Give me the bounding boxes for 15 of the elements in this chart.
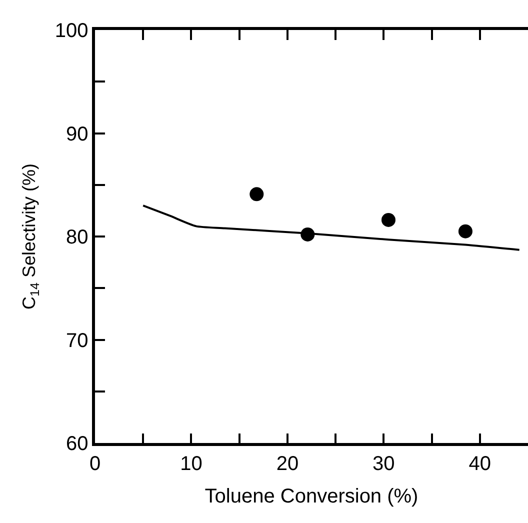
y-tick-label: 100 bbox=[54, 20, 88, 42]
y-tick-label: 60 bbox=[66, 433, 88, 455]
x-tick-label: 20 bbox=[276, 452, 299, 475]
y-tick-label: 80 bbox=[66, 226, 88, 248]
y-tick-label: 90 bbox=[66, 123, 88, 146]
x-tick-label: 40 bbox=[468, 452, 492, 475]
point bbox=[381, 212, 396, 227]
x-axis-title: Toluene Conversion (%) bbox=[204, 485, 418, 508]
point bbox=[250, 187, 264, 202]
x-tick-label: 30 bbox=[372, 452, 395, 475]
x-tick-label: 10 bbox=[180, 452, 202, 475]
point bbox=[458, 224, 472, 238]
y-tick-label: 70 bbox=[66, 330, 88, 352]
line-series bbox=[142, 204, 520, 251]
x-tick-label: 0 bbox=[89, 452, 101, 475]
